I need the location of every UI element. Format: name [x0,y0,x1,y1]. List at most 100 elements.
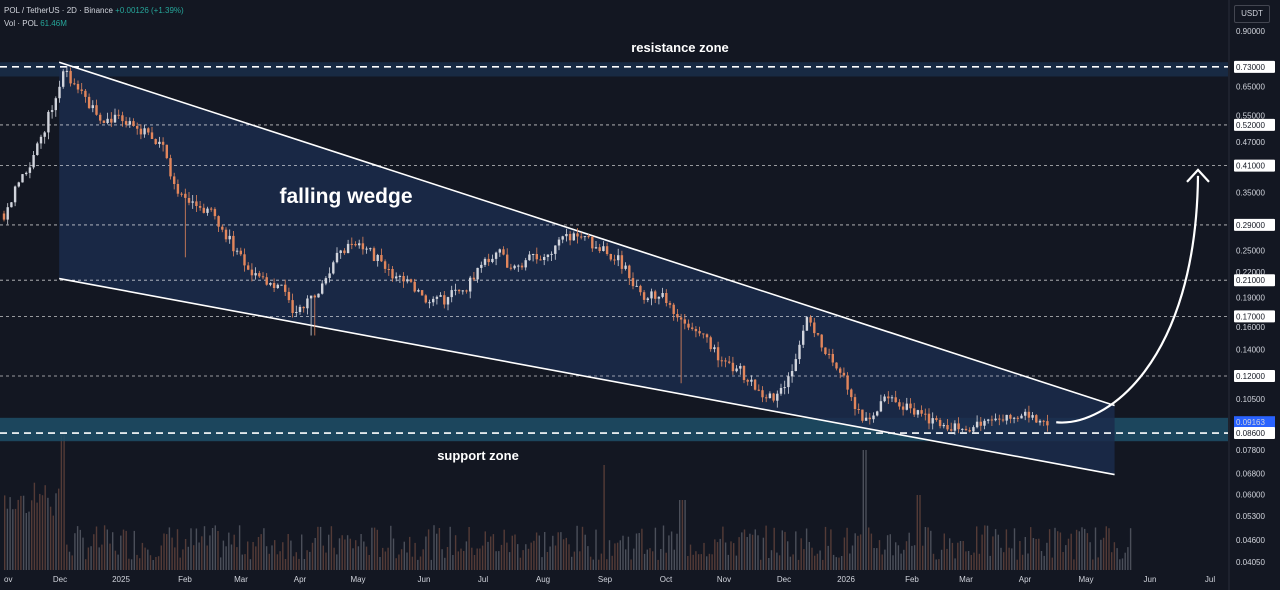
volume-bar [1086,533,1089,570]
volume-bar [522,550,524,570]
wedge-area [59,62,1115,475]
volume-value: 61.46M [40,19,67,28]
candle-body [583,236,587,238]
volume-bar [959,541,962,570]
volume-bar [749,533,751,570]
volume-bar [652,551,654,570]
volume-bar [406,552,408,570]
volume-bar [433,525,435,570]
currency-unit-button[interactable]: USDT [1234,5,1270,23]
candle-body [110,118,113,123]
candle-body [191,201,194,203]
volume-bar [87,547,90,570]
price-change: +0.00126 (+1.39%) [115,6,184,15]
candle-body [816,333,820,335]
time-axis[interactable]: ov Dec 2025 Feb Mar Apr May Jun Jul Aug Sep Oct Nov D… [4,575,1215,584]
volume-bar [508,552,511,570]
candle-body [198,206,202,208]
candle-body [154,139,157,144]
volume-bar [633,548,635,570]
annotations: resistance zone support zone falling wed… [279,40,1210,463]
candle-body [295,312,298,313]
wedge-lower-line[interactable] [59,277,1115,476]
projection-arrow[interactable] [1056,175,1200,424]
candle-body [594,247,598,249]
price-tick-label: 0.21000 [1236,276,1265,285]
candle-body [243,254,246,266]
candle-body [454,289,457,291]
candle-body [420,290,424,296]
candle-body [409,279,413,282]
candle-body [931,418,934,424]
time-tick-label: Oct [660,575,673,584]
candle-body [539,259,542,261]
falling-wedge-label: falling wedge [279,185,412,208]
candle-body [306,298,309,309]
volume-bar [425,536,427,570]
volume-bar [211,528,214,570]
volume-bar [295,552,297,570]
volume-bar [1092,559,1094,570]
candle-body [557,239,561,246]
volume-bar [581,526,584,570]
volume-bar [751,534,754,570]
candle-body [983,420,986,426]
candle-body [169,158,172,177]
price-tick-label: 0.17000 [1236,312,1265,321]
candle-body [946,425,949,430]
volume-bar [365,546,368,570]
candle-body [1012,417,1016,419]
volume-bar [214,525,216,570]
candle-body [228,235,231,240]
volume-bar [225,546,227,570]
time-tick-label: Apr [1019,575,1032,584]
volume-bar [85,559,87,570]
candle-body [124,121,128,125]
candle-body [924,413,927,415]
volume-bar [209,535,211,570]
volume-bar [60,435,63,570]
volume-bar [808,542,810,570]
candle-body [779,388,783,394]
candle-body [132,121,135,126]
price-tick-label: 0.07800 [1236,446,1265,455]
candle-body [10,202,13,208]
candle-body [898,402,901,407]
volume-bar [900,553,902,570]
candle-body [439,295,442,297]
volume-bar [1013,528,1016,570]
candle-body [361,243,365,250]
volume-bar [549,546,551,570]
volume-bar [997,534,999,570]
volume-bar [665,552,667,570]
price-tick-label: 0.09163 [1236,418,1265,427]
volume-bar [913,545,916,570]
volume-bar [627,536,630,570]
candle-body [254,273,257,276]
candle-body [217,216,220,227]
volume-bar [241,554,243,570]
candle-body [568,234,572,241]
candle-body [383,261,387,269]
volume-bar [778,555,781,570]
candle-body [750,379,753,382]
candle-body [916,410,920,415]
volume-bar [33,482,36,570]
candle-body [987,419,990,421]
volume-bar [792,554,794,570]
volume-bar [760,559,762,570]
volume-bar [976,526,978,570]
volume-bar [193,545,195,570]
price-tick-label: 0.08600 [1236,429,1265,438]
price-tick-label: 0.73000 [1236,63,1265,72]
volume-bar [460,548,462,570]
candle-body [280,284,283,286]
volume-bar [908,532,910,570]
price-tick-label: 0.29000 [1236,221,1265,230]
volume-bar [1038,538,1040,570]
volume-bar [924,527,927,570]
wedge-upper-line[interactable] [58,61,1115,407]
time-tick-label: 2025 [112,575,130,584]
